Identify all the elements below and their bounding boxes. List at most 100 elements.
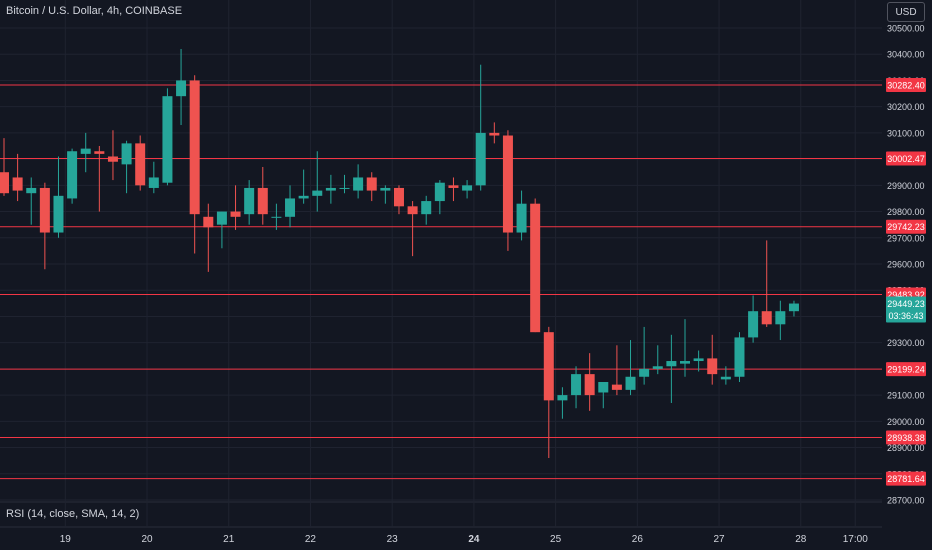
level-tag-label: 30282.40 bbox=[887, 81, 925, 91]
level-tag-box bbox=[886, 219, 926, 234]
candle-body bbox=[325, 187, 336, 191]
candle bbox=[271, 203, 282, 230]
candle-body bbox=[788, 303, 799, 312]
candle-body bbox=[353, 177, 364, 191]
candle-body bbox=[135, 143, 146, 186]
candle-body bbox=[203, 216, 214, 228]
level-price-tag: 30282.40 bbox=[886, 78, 926, 93]
candle-series bbox=[0, 48, 799, 459]
candle bbox=[353, 164, 364, 199]
candle bbox=[639, 326, 650, 385]
last-price-label: 29449.23 bbox=[887, 299, 925, 309]
candle bbox=[516, 190, 527, 241]
candle-body bbox=[543, 332, 554, 401]
level-tag-label: 28938.38 bbox=[887, 433, 925, 443]
candle-body bbox=[489, 132, 500, 136]
candle bbox=[434, 180, 445, 215]
price-tick-label: 30200.00 bbox=[887, 102, 925, 112]
bar-countdown-label: 03:36:43 bbox=[888, 311, 923, 321]
candle bbox=[67, 148, 78, 204]
candle bbox=[666, 334, 677, 403]
candle bbox=[407, 201, 418, 257]
candle-body bbox=[339, 187, 350, 189]
candle bbox=[788, 300, 799, 317]
candle-body bbox=[285, 198, 296, 217]
candle-body bbox=[557, 395, 568, 401]
candle bbox=[39, 182, 50, 270]
candle bbox=[462, 180, 473, 199]
time-tick-label: 22 bbox=[305, 534, 317, 545]
candle-body bbox=[421, 201, 432, 215]
level-price-tag: 28781.64 bbox=[886, 471, 926, 486]
candle bbox=[203, 203, 214, 272]
candle-body bbox=[26, 187, 37, 194]
level-tag-box bbox=[886, 430, 926, 445]
level-price-tag: 29199.24 bbox=[886, 362, 926, 377]
level-tag-box bbox=[886, 471, 926, 486]
price-tick-label: 30400.00 bbox=[887, 50, 925, 60]
candle-body bbox=[448, 185, 459, 188]
level-tag-label: 29199.24 bbox=[887, 365, 925, 375]
candle bbox=[94, 146, 105, 212]
candle-body bbox=[693, 358, 704, 362]
candle-body bbox=[502, 135, 513, 233]
last-price-box bbox=[886, 296, 926, 323]
candle-body bbox=[80, 148, 91, 154]
level-tag-label: 28781.64 bbox=[887, 474, 925, 484]
time-tick-label: 19 bbox=[60, 534, 72, 545]
candle-body bbox=[94, 151, 105, 154]
price-tick-label: 29300.00 bbox=[887, 338, 925, 348]
candle bbox=[244, 180, 255, 225]
candle-body bbox=[639, 368, 650, 377]
candle bbox=[761, 240, 772, 327]
price-tick-label: 29800.00 bbox=[887, 207, 925, 217]
candle-body bbox=[475, 132, 486, 186]
currency-button[interactable]: USD bbox=[887, 2, 925, 22]
price-tick-label: 28700.00 bbox=[887, 496, 925, 506]
candle-body bbox=[584, 374, 595, 396]
candle bbox=[80, 132, 91, 173]
candle bbox=[380, 185, 391, 204]
candle bbox=[0, 138, 9, 196]
candle-body bbox=[12, 177, 23, 191]
candle bbox=[298, 169, 309, 204]
rsi-indicator-label[interactable]: RSI (14, close, SMA, 14, 2) bbox=[6, 508, 140, 520]
candle bbox=[216, 211, 227, 249]
candle bbox=[611, 345, 622, 396]
candle bbox=[448, 177, 459, 202]
candle bbox=[489, 122, 500, 144]
candle-body bbox=[761, 311, 772, 325]
time-tick-label: 21 bbox=[223, 534, 235, 545]
candle-body bbox=[666, 361, 677, 367]
candle-body bbox=[67, 151, 78, 199]
time-tick-label: 20 bbox=[141, 534, 153, 545]
candle-body bbox=[407, 206, 418, 215]
candle bbox=[652, 345, 663, 375]
candle-body bbox=[516, 203, 527, 233]
candle-body bbox=[748, 311, 759, 338]
candle bbox=[366, 172, 377, 202]
price-tick-label: 28900.00 bbox=[887, 443, 925, 453]
symbol-title: Bitcoin / U.S. Dollar, 4h, COINBASE bbox=[6, 5, 183, 17]
time-tick-label: 26 bbox=[632, 534, 644, 545]
candle bbox=[530, 198, 541, 333]
candle bbox=[312, 151, 323, 212]
price-tick-label: 29000.00 bbox=[887, 417, 925, 427]
candle-body bbox=[230, 211, 241, 217]
time-tick-label: 25 bbox=[550, 534, 562, 545]
candle-body bbox=[652, 366, 663, 369]
candle-body bbox=[312, 190, 323, 196]
candle-body bbox=[598, 382, 609, 393]
candle-body bbox=[271, 216, 282, 218]
time-tick-label: 24 bbox=[468, 534, 480, 545]
level-price-tag: 30002.47 bbox=[886, 151, 926, 166]
time-axis: 19 20 21 22 23 24 25 26 27 28 17:00 bbox=[60, 534, 868, 545]
candle bbox=[748, 295, 759, 343]
level-tag-box bbox=[886, 362, 926, 377]
candle bbox=[543, 326, 554, 459]
candle-body bbox=[707, 358, 718, 375]
candle bbox=[625, 340, 636, 396]
candle bbox=[720, 366, 731, 385]
candle bbox=[121, 140, 132, 194]
